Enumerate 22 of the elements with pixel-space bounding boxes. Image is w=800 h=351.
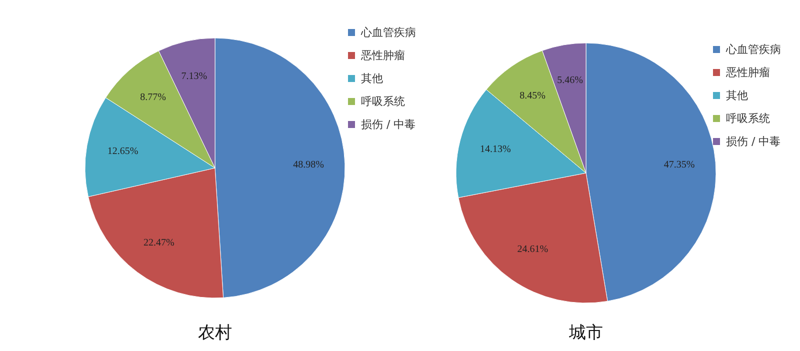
data-label: 12.65% (107, 146, 138, 158)
legend-label: 其他 (726, 89, 748, 102)
data-label: 8.45% (520, 90, 546, 102)
legend-label: 损伤 / 中毒 (726, 135, 781, 148)
legend-label: 呼吸系统 (361, 95, 405, 108)
data-label: 5.46% (557, 75, 583, 86)
legend-label: 其他 (361, 72, 383, 86)
legend-label: 恶性肿瘤 (360, 49, 405, 62)
legend-label: 损伤 / 中毒 (361, 118, 416, 132)
data-label: 24.61% (517, 244, 548, 256)
text: 农村 (198, 323, 232, 343)
data-label: 22.47% (144, 237, 174, 248)
data-label: 47.35% (664, 160, 695, 171)
data-label: 7.13% (181, 71, 208, 82)
legend-label: 心血管疾病 (725, 43, 781, 56)
data-label: 48.98% (293, 159, 324, 170)
legend-label: 心血管疾病 (360, 26, 416, 40)
data-label: 8.77% (140, 92, 166, 104)
legend-label: 呼吸系统 (726, 112, 770, 126)
legend-label: 恶性肿瘤 (725, 66, 770, 80)
data-label: 14.13% (480, 144, 511, 155)
text: 城市 (568, 323, 603, 343)
